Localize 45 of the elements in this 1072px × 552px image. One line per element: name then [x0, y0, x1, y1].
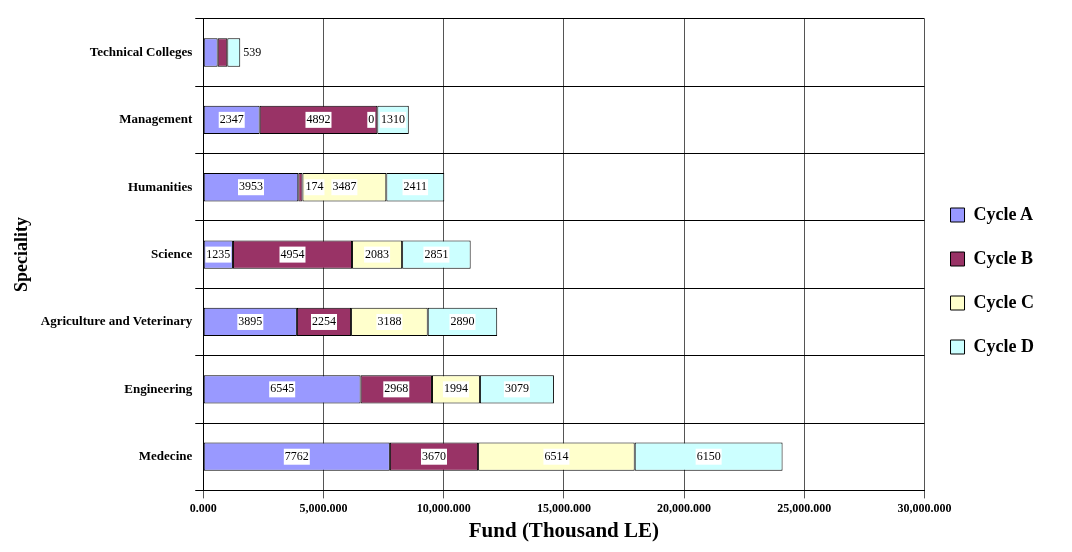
legend-label: Cycle A	[973, 203, 1034, 224]
data-label: 7762	[284, 448, 309, 463]
data-label: 174	[305, 179, 324, 194]
data-label: 3895	[238, 314, 263, 329]
x-tick-label: 0.000	[189, 500, 217, 515]
x-tick-label: 30,000.000	[897, 500, 952, 515]
x-tick-label: 10,000.000	[416, 500, 471, 515]
data-label: 2083	[365, 246, 390, 261]
y-tick-label: Humanities	[127, 178, 193, 194]
data-label: 0	[368, 112, 375, 127]
data-label: 3079	[504, 381, 529, 396]
legend-label: Cycle D	[973, 335, 1035, 356]
data-label: 4954	[280, 246, 305, 261]
data-label: 539	[243, 44, 262, 59]
data-label: 3953	[239, 179, 264, 194]
data-label: 2851	[424, 246, 449, 261]
y-tick-label: Management	[119, 111, 193, 127]
data-label: 2347	[219, 112, 244, 127]
data-label: 2890	[450, 314, 475, 329]
y-tick-label: Medecine	[138, 448, 193, 464]
y-tick-label: Science	[151, 245, 193, 261]
data-label: 3487	[332, 179, 357, 194]
y-tick-label: Engineering	[124, 380, 193, 396]
x-axis-title: Fund (Thousand LE)	[468, 517, 660, 542]
legend-label: Cycle B	[973, 247, 1034, 268]
data-label: 3670	[421, 448, 446, 463]
data-label: 1994	[443, 381, 468, 396]
x-tick-label: 25,000.000	[777, 500, 832, 515]
y-tick-label: Technical Colleges	[89, 43, 193, 59]
data-label: 1310	[381, 112, 406, 127]
y-tick-label: Agriculture and Veterinary	[40, 313, 193, 329]
data-label: 6514	[544, 448, 569, 463]
y-axis-title: Speciality	[11, 217, 32, 293]
data-label: 2968	[384, 381, 409, 396]
data-label: 4892	[306, 112, 331, 127]
data-label: 6545	[270, 381, 295, 396]
data-label: 3188	[377, 314, 402, 329]
data-label: 1235	[206, 246, 231, 261]
data-label: 2254	[311, 314, 336, 329]
x-tick-label: 15,000.000	[536, 500, 591, 515]
x-tick-label: 5,000.000	[299, 500, 348, 515]
data-label: 6150	[696, 448, 721, 463]
x-tick-label: 20,000.000	[657, 500, 712, 515]
data-label: 2411	[403, 179, 428, 194]
legend-label: Cycle C	[973, 291, 1035, 312]
